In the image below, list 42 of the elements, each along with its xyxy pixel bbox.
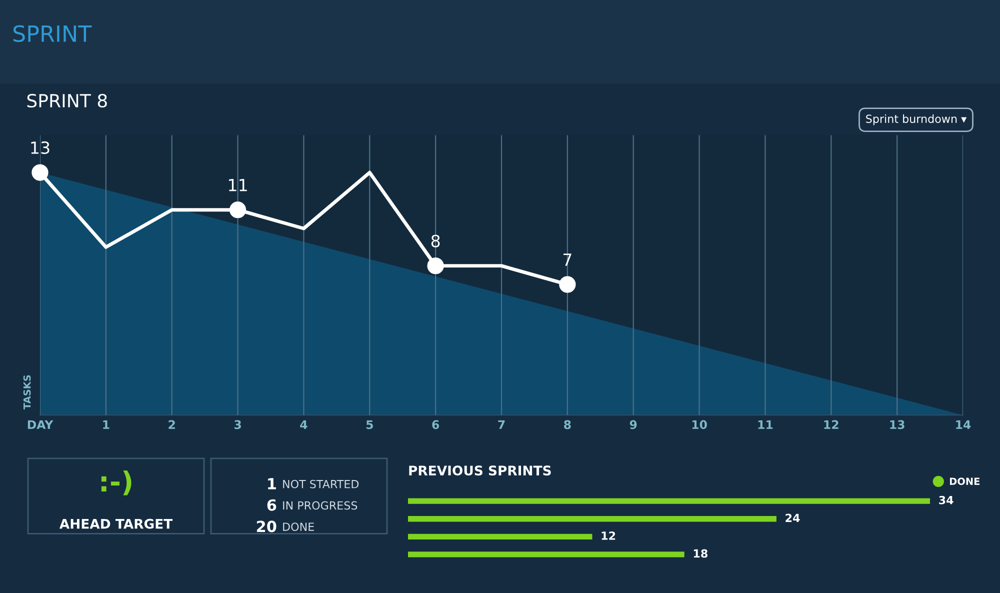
data-label: 18 xyxy=(694,549,708,558)
data-label: 8 xyxy=(431,234,440,248)
data-label: 24 xyxy=(786,514,800,522)
y-axis-title: TASKS xyxy=(23,375,31,410)
x-tick-label: 11 xyxy=(758,420,773,429)
data-label: 12 xyxy=(602,531,616,540)
x-tick-label: DAY xyxy=(28,420,54,429)
text: 20 DONE xyxy=(256,520,314,532)
text: 1 NOT STARTED xyxy=(268,478,359,490)
x-tick-label: 5 xyxy=(366,420,373,430)
data-label: 34 xyxy=(939,496,954,504)
x-tick-label: 12 xyxy=(824,420,838,429)
x-tick-label: 13 xyxy=(890,420,904,430)
x-tick-label: 7 xyxy=(498,420,505,429)
data-label: 11 xyxy=(229,178,247,192)
chart-title: PREVIOUS SPRINTS xyxy=(409,466,551,476)
x-tick-label: 3 xyxy=(234,420,241,430)
text: SPRINT xyxy=(13,25,92,42)
x-tick-label: 10 xyxy=(692,420,707,430)
x-tick-label: 8 xyxy=(564,420,571,430)
x-tick-label: 2 xyxy=(168,420,175,429)
bar xyxy=(408,498,930,504)
x-tick-label: 6 xyxy=(432,420,440,430)
chart-title: SPRINT 8 xyxy=(27,94,107,108)
data-label: 7 xyxy=(563,254,572,266)
text: 6 IN PROGRESS xyxy=(267,499,358,511)
legend-label: DONE xyxy=(950,478,980,485)
text: AHEAD TARGET xyxy=(59,518,173,529)
point xyxy=(32,164,48,181)
text: Sprint burndown ▾ xyxy=(866,114,967,126)
x-tick-label: 4 xyxy=(300,420,308,429)
x-tick-label: 14 xyxy=(956,420,971,429)
bar xyxy=(408,534,592,540)
text: :-) xyxy=(101,470,132,496)
point xyxy=(559,276,576,293)
point xyxy=(229,202,246,218)
bar xyxy=(408,552,684,558)
data-label: 13 xyxy=(31,141,50,154)
point xyxy=(427,257,444,274)
x-tick-label: 9 xyxy=(630,420,637,430)
bar xyxy=(408,516,776,522)
x-tick-label: 1 xyxy=(103,420,110,429)
